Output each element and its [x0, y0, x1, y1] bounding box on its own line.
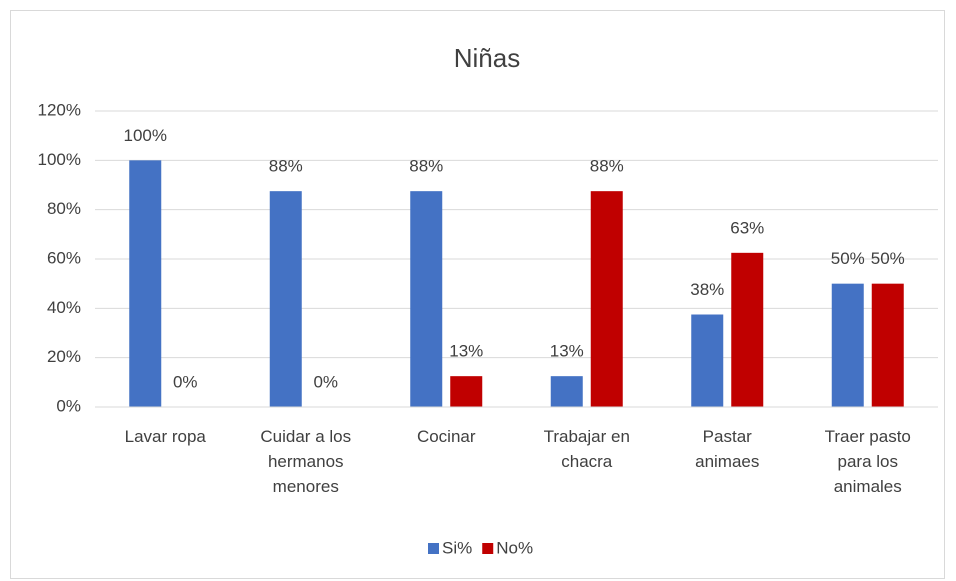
bar	[871, 283, 904, 407]
y-tick-label: 80%	[47, 199, 81, 218]
x-tick-label: Traer pasto para los animales	[825, 427, 911, 496]
x-tick-label: Trabajar en chacra	[544, 427, 630, 471]
data-label: 100%	[124, 126, 167, 145]
y-tick-label: 40%	[47, 298, 81, 317]
data-label: 38%	[690, 280, 724, 299]
chart-border	[10, 10, 945, 579]
bar	[269, 191, 302, 407]
bar	[691, 314, 724, 407]
y-tick-label: 120%	[38, 100, 81, 119]
x-tick-label: Lavar ropa	[125, 427, 207, 446]
data-label: 50%	[871, 249, 905, 268]
legend-label: No%	[496, 538, 533, 557]
data-label: 88%	[269, 157, 303, 176]
bar	[731, 252, 764, 407]
chart-title: Niñas	[454, 43, 520, 73]
y-tick-label: 60%	[47, 248, 81, 267]
y-tick-label: 20%	[47, 347, 81, 366]
data-label: 88%	[590, 157, 624, 176]
legend-label: Si%	[442, 538, 472, 557]
bar	[590, 191, 623, 407]
x-tick-label: Cuidar a los hermanos menores	[260, 427, 351, 496]
y-tick-label: 100%	[38, 150, 81, 169]
data-label: 0%	[313, 372, 338, 391]
bar	[550, 376, 583, 407]
data-label: 13%	[449, 342, 483, 361]
x-tick-label: Cocinar	[417, 427, 476, 446]
data-label: 13%	[550, 342, 584, 361]
bar	[450, 376, 483, 407]
bar	[410, 191, 443, 407]
legend-swatch	[428, 543, 439, 554]
bar	[831, 283, 864, 407]
legend-swatch	[482, 543, 494, 554]
bar	[129, 160, 162, 407]
data-label: 0%	[173, 372, 198, 391]
x-tick-label: Pastar animaes	[695, 427, 759, 471]
data-label: 50%	[831, 249, 865, 268]
y-tick-label: 0%	[56, 396, 81, 415]
data-label: 88%	[409, 157, 443, 176]
data-label: 63%	[730, 218, 764, 237]
